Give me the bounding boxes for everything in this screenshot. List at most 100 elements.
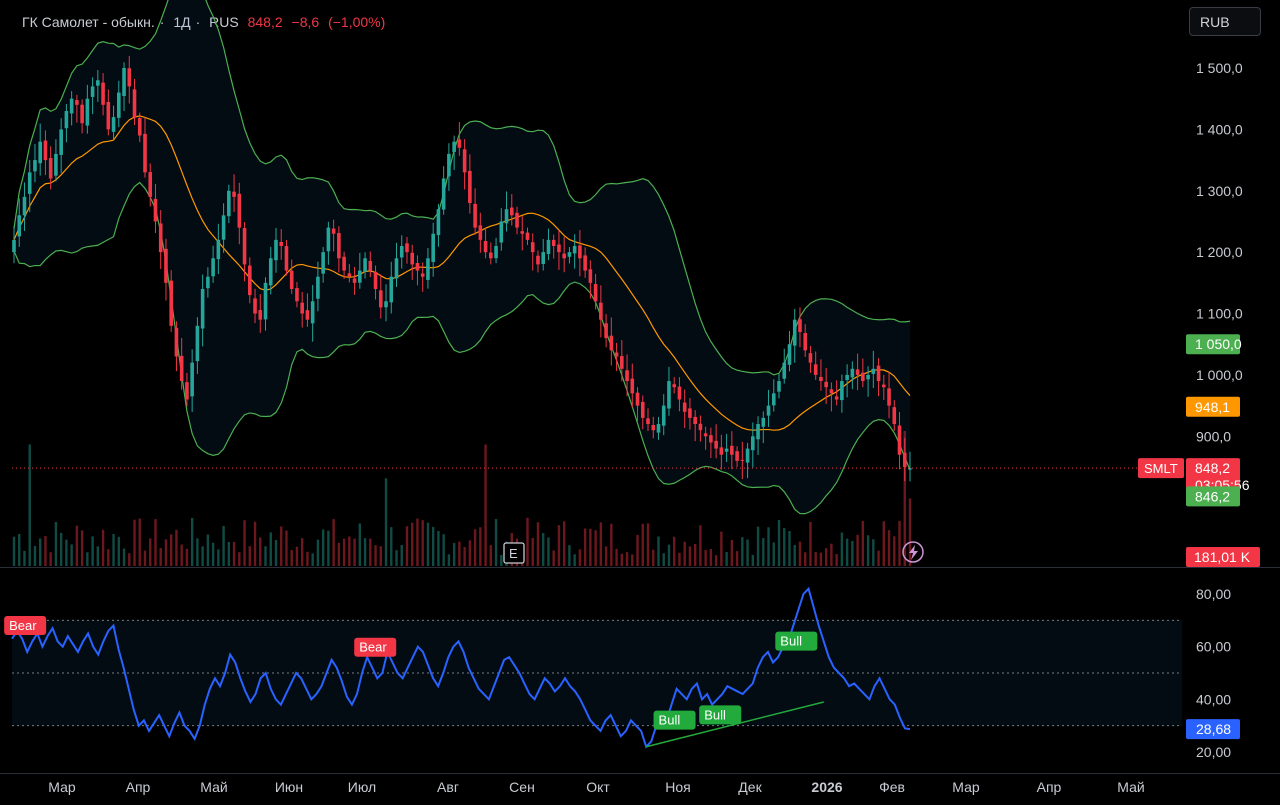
volume-bar: [824, 548, 828, 566]
candle-body: [101, 82, 105, 105]
volume-bar: [882, 521, 886, 566]
rsi-axis-tick: 80,00: [1196, 586, 1231, 602]
candle-body: [247, 265, 252, 296]
time-axis-label: Май: [200, 779, 227, 795]
candle-body: [714, 440, 718, 449]
candle-body: [85, 98, 90, 126]
price-axis-tick: 1 400,0: [1196, 121, 1243, 137]
candle-body: [709, 435, 713, 443]
candle-body: [667, 381, 671, 409]
candle-body: [494, 246, 498, 259]
candle-body: [620, 356, 624, 369]
candle-body: [703, 433, 708, 437]
bollinger-lower-line: [13, 181, 911, 515]
volume-bar: [662, 553, 665, 566]
volume-bar: [746, 539, 749, 566]
volume-bar: [437, 530, 440, 566]
candle-body: [352, 278, 357, 283]
time-axis-label: 2026: [811, 779, 842, 795]
volume-bar: [856, 534, 859, 566]
volume-bar: [421, 520, 424, 566]
candle-body: [258, 310, 263, 320]
symbol-title: ГК Самолет - обыкн.: [22, 14, 155, 30]
candle-body: [682, 402, 687, 412]
volume-bar: [374, 545, 377, 566]
volume-bar: [688, 546, 692, 566]
volume-bar: [777, 520, 781, 566]
bull-divergence-label-text: Bull: [704, 707, 726, 722]
volume-bar: [641, 523, 644, 566]
candle-body: [331, 228, 336, 234]
candle-body: [567, 252, 572, 257]
candle-body: [452, 141, 456, 152]
volume-bar: [227, 541, 231, 566]
volume-bar: [49, 552, 52, 566]
earnings-event-marker[interactable]: [503, 542, 525, 564]
volume-bar: [877, 550, 880, 566]
volume-bar: [128, 553, 131, 566]
volume-bar: [819, 552, 823, 566]
candle-body: [90, 86, 95, 97]
volume-bar: [217, 549, 220, 566]
candle-body: [106, 101, 111, 130]
candle-body: [17, 215, 22, 237]
candle-body: [803, 333, 808, 351]
candle-body: [38, 141, 42, 164]
bear-divergence-label-text: Bear: [9, 618, 37, 633]
candle-body: [253, 298, 257, 314]
volume-bar: [809, 521, 812, 566]
candle-body: [447, 153, 451, 177]
price-axis-label-text: 848,2: [1195, 460, 1230, 476]
price-axis-tick: 1 300,0: [1196, 183, 1243, 199]
volume-bar: [65, 539, 68, 566]
candle-body: [394, 258, 399, 279]
lightning-icon[interactable]: [902, 541, 924, 563]
candle-body: [876, 365, 881, 382]
volume-bar: [211, 542, 215, 566]
currency-button[interactable]: RUB: [1189, 7, 1261, 36]
volume-bar: [196, 538, 199, 566]
candle-body: [200, 288, 205, 329]
candle-body: [640, 401, 645, 418]
volume-bar: [379, 546, 382, 566]
candle-body: [221, 215, 226, 240]
candle-body: [834, 396, 839, 400]
candle-body: [593, 284, 598, 302]
volume-bar: [259, 537, 262, 566]
candle-body: [604, 323, 608, 339]
candle-body: [782, 362, 787, 379]
candle-body: [33, 160, 37, 172]
candle-body: [840, 381, 844, 401]
candle-body: [143, 133, 147, 173]
volume-bar: [845, 538, 849, 566]
volume-bar: [673, 536, 676, 566]
volume-bar: [793, 545, 796, 566]
time-axis-label: Мар: [48, 779, 76, 795]
candle-body: [756, 424, 760, 440]
volume-bar: [851, 540, 854, 566]
candle-body: [158, 223, 163, 253]
candle-body: [64, 110, 69, 129]
volume-bar: [12, 536, 16, 566]
candle-body: [672, 384, 677, 388]
candle-body: [819, 376, 823, 382]
candle-body: [232, 191, 236, 197]
volume-bar: [830, 543, 833, 566]
candle-body: [122, 68, 126, 97]
volume-bar: [526, 517, 529, 566]
bull-divergence-label: [775, 631, 818, 651]
volume-bar: [657, 536, 660, 566]
volume-bar: [693, 544, 697, 566]
candle-body: [557, 244, 561, 253]
time-axis-label: Сен: [509, 779, 535, 795]
candle-body: [761, 417, 766, 427]
volume-bar: [327, 530, 330, 566]
interval-label[interactable]: 1Д: [173, 14, 190, 30]
volume-bar: [646, 523, 650, 566]
volume-bar: [720, 531, 723, 566]
time-axis-label: Авг: [437, 779, 459, 795]
candle-body: [887, 388, 891, 406]
candle-body: [730, 445, 734, 455]
candle-body: [609, 335, 614, 351]
